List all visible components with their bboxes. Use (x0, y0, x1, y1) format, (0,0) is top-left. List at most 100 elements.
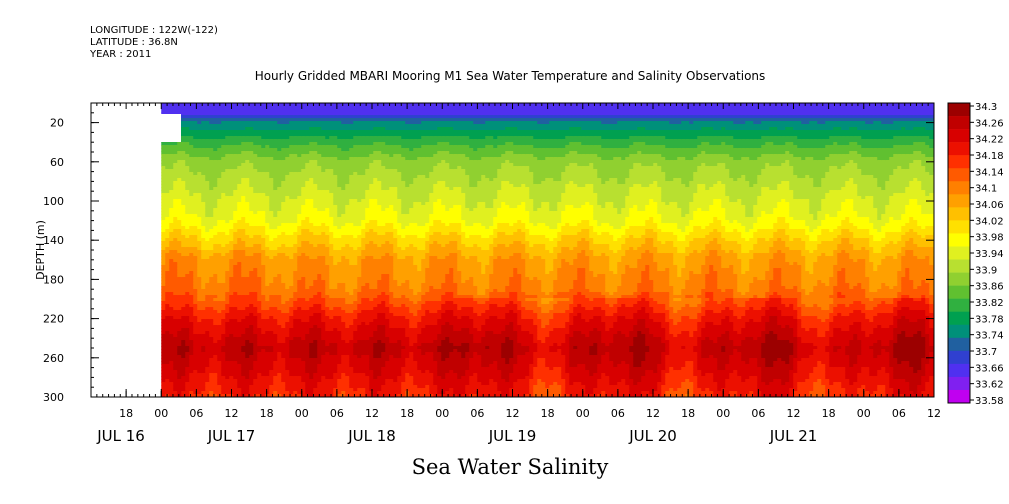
salinity-cell (277, 136, 282, 140)
salinity-cell (209, 310, 214, 314)
salinity-cell (317, 145, 322, 149)
salinity-cell (313, 337, 318, 341)
salinity-cell (357, 139, 362, 143)
salinity-cell (241, 217, 246, 221)
salinity-cell (233, 376, 238, 380)
salinity-cell (237, 334, 242, 338)
salinity-cell (245, 124, 250, 128)
salinity-cell (209, 349, 214, 353)
salinity-cell (201, 376, 206, 380)
salinity-cell (229, 247, 234, 251)
salinity-cell (313, 274, 318, 278)
salinity-cell (313, 259, 318, 263)
salinity-cell (353, 148, 358, 152)
salinity-cell (361, 331, 366, 335)
salinity-cell (273, 172, 278, 176)
salinity-cell (293, 343, 298, 347)
salinity-cell (241, 247, 246, 251)
salinity-cell (261, 241, 266, 245)
salinity-cell (321, 118, 326, 122)
salinity-cell (309, 256, 314, 260)
salinity-cell (213, 121, 218, 125)
salinity-cell (289, 202, 294, 206)
salinity-cell (269, 346, 274, 350)
salinity-cell (269, 208, 274, 212)
salinity-cell (201, 151, 206, 155)
salinity-cell (357, 187, 362, 191)
salinity-cell (281, 214, 286, 218)
salinity-cell (261, 103, 266, 107)
salinity-cell (341, 151, 346, 155)
salinity-cell (177, 226, 182, 230)
salinity-cell (253, 289, 258, 293)
salinity-cell (341, 373, 346, 377)
salinity-cell (197, 268, 202, 272)
salinity-cell (189, 178, 194, 182)
salinity-cell (197, 370, 202, 374)
salinity-cell (333, 310, 338, 314)
salinity-cell (217, 124, 222, 128)
salinity-cell (313, 181, 318, 185)
salinity-cell (293, 214, 298, 218)
salinity-cell (353, 259, 358, 263)
salinity-cell (233, 337, 238, 341)
salinity-cell (181, 340, 186, 344)
salinity-cell (197, 247, 202, 251)
salinity-cell (309, 334, 314, 338)
salinity-cell (221, 238, 226, 242)
salinity-cell (285, 136, 290, 140)
salinity-cell (249, 181, 254, 185)
salinity-cell (353, 298, 358, 302)
salinity-cell (161, 355, 166, 359)
salinity-cell (305, 292, 310, 296)
salinity-cell (161, 160, 166, 164)
salinity-cell (241, 253, 246, 257)
salinity-cell (277, 208, 282, 212)
salinity-cell (161, 391, 166, 395)
salinity-cell (225, 319, 230, 323)
salinity-cell (237, 313, 242, 317)
salinity-cell (349, 214, 354, 218)
salinity-cell (297, 220, 302, 224)
salinity-cell (269, 190, 274, 194)
salinity-cell (249, 226, 254, 230)
salinity-cell (353, 145, 358, 149)
salinity-cell (333, 160, 338, 164)
salinity-cell (177, 385, 182, 389)
salinity-cell (241, 121, 246, 125)
salinity-cell (225, 133, 230, 137)
salinity-cell (205, 370, 210, 374)
salinity-cell (345, 349, 350, 353)
salinity-cell (213, 112, 218, 116)
salinity-cell (233, 388, 238, 392)
salinity-cell (349, 202, 354, 206)
salinity-cell (297, 256, 302, 260)
salinity-cell (357, 283, 362, 287)
salinity-cell (329, 367, 334, 371)
salinity-cell (233, 277, 238, 281)
salinity-cell (221, 118, 226, 122)
salinity-cell (293, 259, 298, 263)
salinity-cell (241, 127, 246, 131)
salinity-cell (225, 382, 230, 386)
salinity-cell (245, 145, 250, 149)
salinity-cell (289, 172, 294, 176)
salinity-cell (181, 127, 186, 131)
salinity-cell (293, 367, 298, 371)
salinity-cell (209, 325, 214, 329)
salinity-cell (265, 217, 270, 221)
salinity-cell (261, 370, 266, 374)
salinity-cell (273, 244, 278, 248)
salinity-cell (289, 364, 294, 368)
salinity-cell (285, 337, 290, 341)
salinity-cell (313, 229, 318, 233)
salinity-cell (185, 244, 190, 248)
salinity-cell (273, 208, 278, 212)
salinity-cell (221, 316, 226, 320)
salinity-cell (177, 361, 182, 365)
salinity-cell (313, 313, 318, 317)
salinity-cell (261, 205, 266, 209)
salinity-cell (257, 256, 262, 260)
salinity-cell (181, 130, 186, 134)
salinity-cell (321, 289, 326, 293)
